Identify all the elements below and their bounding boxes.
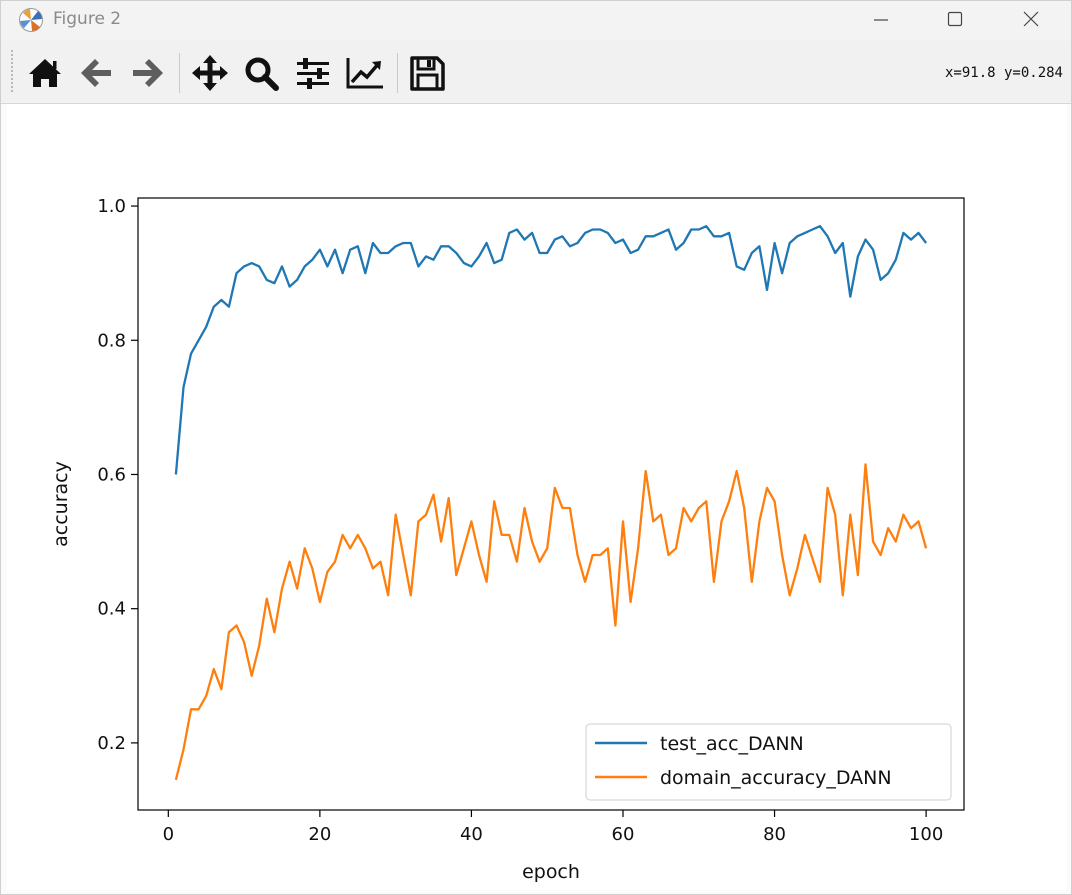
series-line-test-acc-dann bbox=[174, 225, 928, 475]
forward-button[interactable] bbox=[127, 53, 167, 93]
x-tick-label: 0 bbox=[163, 824, 174, 845]
close-icon bbox=[1023, 11, 1039, 27]
edit-axis-button[interactable] bbox=[345, 53, 385, 93]
move-icon bbox=[192, 55, 228, 91]
series-layer bbox=[174, 225, 928, 781]
legend-label-test-acc: test_acc_DANN bbox=[660, 733, 804, 755]
tick-layer: 0 20 40 60 80 100 0.2 0.4 0.6 0.8 1.0 bbox=[97, 196, 943, 845]
back-button[interactable] bbox=[77, 53, 117, 93]
zoom-button[interactable] bbox=[241, 53, 281, 93]
x-tick-label: 40 bbox=[460, 824, 483, 845]
title-bar[interactable]: Figure 2 bbox=[1, 1, 1071, 41]
matplotlib-logo-icon bbox=[18, 7, 44, 33]
series-line-domain-accuracy-dann bbox=[174, 463, 928, 781]
x-tick-label: 20 bbox=[308, 824, 331, 845]
minimize-button[interactable] bbox=[853, 1, 909, 37]
navigation-toolbar bbox=[1, 41, 1071, 104]
cursor-coordinates: x=91.8 y=0.284 bbox=[944, 65, 1063, 81]
y-tick-label: 1.0 bbox=[97, 196, 126, 217]
line-chart[interactable]: 0 20 40 60 80 100 0.2 0.4 0.6 0.8 1.0 epoch accura… bbox=[7, 104, 1067, 890]
toolbar-separator bbox=[179, 53, 180, 93]
window-title: Figure 2 bbox=[53, 9, 122, 29]
axes-frame bbox=[137, 197, 965, 811]
x-tick-label: 60 bbox=[612, 824, 635, 845]
x-tick-label: 100 bbox=[909, 824, 943, 845]
line-chart-icon bbox=[346, 58, 383, 89]
maximize-icon bbox=[947, 11, 963, 27]
arrow-right-icon bbox=[133, 59, 163, 87]
figure-canvas[interactable]: 0 20 40 60 80 100 0.2 0.4 0.6 0.8 1.0 epoch accura… bbox=[7, 104, 1067, 890]
arrow-left-icon bbox=[81, 59, 111, 87]
y-tick-label: 0.2 bbox=[97, 733, 126, 754]
configure-subplots-button[interactable] bbox=[293, 53, 333, 93]
y-tick-label: 0.4 bbox=[97, 599, 126, 620]
toolbar-separator bbox=[397, 53, 398, 93]
legend-label-domain-accuracy: domain_accuracy_DANN bbox=[660, 767, 892, 789]
floppy-disk-icon bbox=[410, 56, 445, 91]
close-button[interactable] bbox=[1003, 1, 1059, 37]
legend-box bbox=[585, 723, 952, 801]
x-tick-label: 80 bbox=[763, 824, 786, 845]
maximize-button[interactable] bbox=[927, 1, 983, 37]
sliders-icon bbox=[297, 58, 329, 89]
home-icon bbox=[29, 59, 61, 87]
x-axis-label: epoch bbox=[522, 861, 580, 883]
y-axis-label: accuracy bbox=[50, 461, 72, 547]
toolbar-grip[interactable] bbox=[10, 49, 14, 93]
y-tick-label: 0.6 bbox=[97, 464, 126, 485]
pan-button[interactable] bbox=[190, 53, 230, 93]
home-button[interactable] bbox=[25, 53, 65, 93]
magnifier-icon bbox=[245, 57, 279, 91]
y-tick-label: 0.8 bbox=[97, 330, 126, 351]
legend: test_acc_DANN domain_accuracy_DANN bbox=[585, 723, 952, 801]
save-button[interactable] bbox=[407, 53, 447, 93]
minimize-icon bbox=[874, 19, 888, 21]
